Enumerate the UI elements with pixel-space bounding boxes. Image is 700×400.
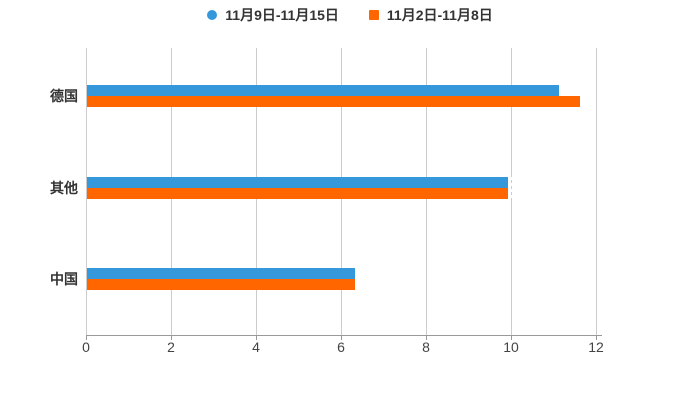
y-category-label: 德国 (50, 88, 78, 104)
bar-11月2日-11月8日-德国[interactable] (87, 96, 580, 107)
bar-11月2日-11月8日-其他[interactable] (87, 187, 508, 199)
x-tick-label: 2 (167, 339, 175, 355)
legend-label-nov9-nov15: 11月9日-11月15日 (225, 7, 339, 23)
legend: 11月9日-11月15日 11月2日-11月8日 (0, 6, 700, 24)
x-axis-tick (511, 335, 512, 340)
gridline (596, 48, 597, 335)
x-axis-line (86, 335, 602, 336)
legend-item-nov2-nov8[interactable]: 11月2日-11月8日 (368, 5, 493, 25)
dashed-gridline-artifact (511, 176, 512, 199)
x-axis-tick (596, 335, 597, 340)
x-tick-label: 6 (337, 339, 345, 355)
x-tick-label: 4 (252, 339, 260, 355)
y-category-label: 其他 (50, 179, 78, 196)
legend-circle-marker-icon (207, 10, 218, 20)
x-tick-label: 0 (82, 339, 90, 355)
bar-11月9日-11月15日-其他[interactable] (87, 176, 508, 188)
x-tick-label: 10 (503, 339, 519, 355)
legend-label-nov2-nov8: 11月2日-11月8日 (386, 7, 493, 23)
x-tick-label: 8 (422, 339, 430, 355)
x-axis-tick (341, 335, 342, 340)
x-axis-tick (426, 335, 427, 340)
y-category-label: 中国 (50, 271, 78, 287)
bar-11月2日-11月8日-中国[interactable] (87, 279, 355, 290)
bar-11月9日-11月15日-德国[interactable] (87, 85, 559, 96)
y-axis-line (86, 48, 87, 335)
x-axis-tick (171, 335, 172, 340)
x-axis-tick (256, 335, 257, 340)
x-axis-tick (86, 335, 87, 340)
bar-11月9日-11月15日-中国[interactable] (87, 268, 355, 279)
x-tick-label: 12 (588, 339, 604, 355)
legend-square-marker-icon (368, 10, 379, 20)
legend-item-nov9-nov15[interactable]: 11月9日-11月15日 (207, 5, 339, 25)
